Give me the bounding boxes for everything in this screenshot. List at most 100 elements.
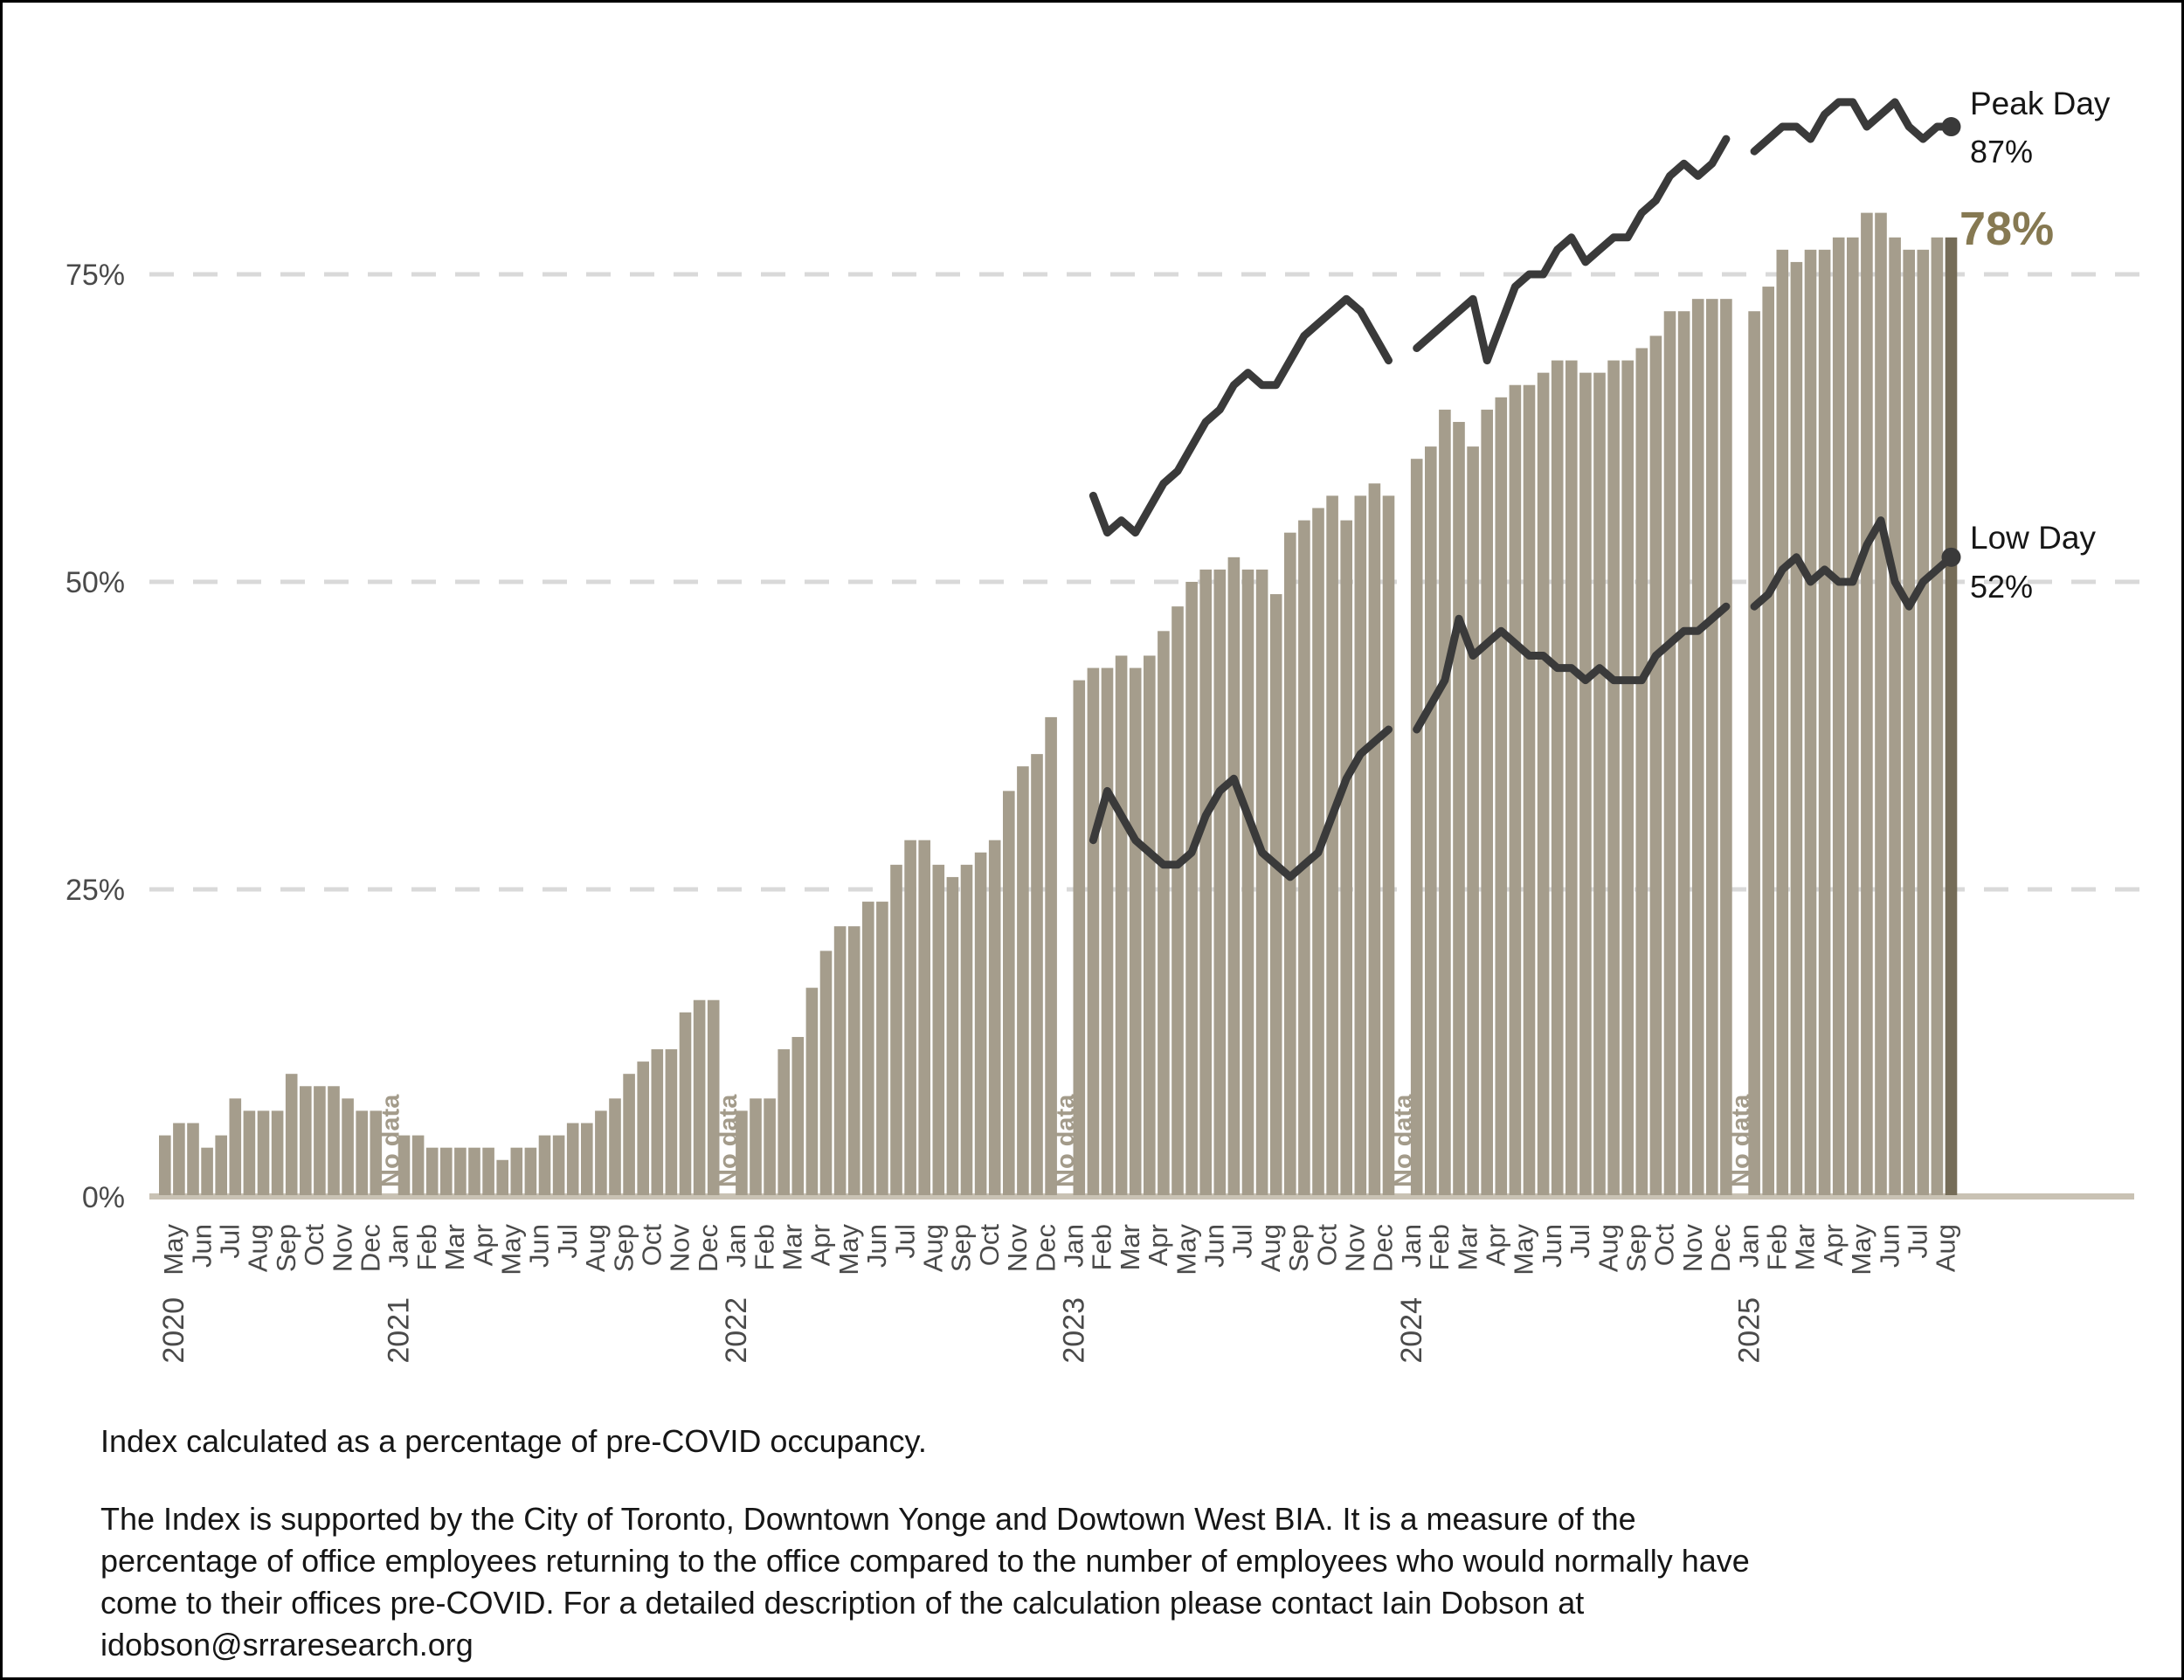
occupancy-bar: [1284, 532, 1296, 1195]
x-month-label: Dec: [1030, 1224, 1061, 1272]
x-month-label: Jun: [186, 1224, 217, 1268]
occupancy-bar: [1649, 335, 1662, 1195]
x-year-label: 2023: [1058, 1297, 1091, 1364]
occupancy-bar: [862, 902, 874, 1195]
occupancy-bar: [1945, 237, 1958, 1195]
occupancy-bar: [1720, 299, 1732, 1195]
occupancy-bar: [1269, 594, 1282, 1195]
occupancy-bar: [314, 1086, 326, 1195]
occupancy-bar: [833, 926, 847, 1195]
x-year-label: 2025: [1732, 1297, 1766, 1364]
occupancy-bar: [665, 1049, 678, 1195]
x-year-label: 2024: [1395, 1297, 1428, 1364]
peak-day-line: [1089, 294, 1393, 537]
no-data-label: No data: [377, 1094, 404, 1187]
x-month-label: Mar: [1115, 1224, 1145, 1270]
y-tick-label: 25%: [66, 874, 125, 907]
occupancy-bar: [1706, 299, 1718, 1195]
occupancy-bar: [1804, 249, 1817, 1196]
peak-day-end-dot: [1941, 117, 1961, 137]
x-month-label: Dec: [1705, 1224, 1736, 1272]
x-month-label: Jul: [1903, 1224, 1933, 1259]
peak-day-value: 87%: [1970, 134, 2034, 169]
occupancy-bar: [581, 1123, 593, 1195]
x-month-label: Aug: [580, 1224, 611, 1272]
x-month-label: May: [1846, 1224, 1876, 1276]
occupancy-bar: [159, 1135, 171, 1195]
x-month-label: Sep: [608, 1224, 639, 1272]
occupancy-bar: [960, 864, 973, 1195]
low-day-end-dot: [1941, 547, 1961, 567]
x-month-label: Apr: [1481, 1224, 1511, 1266]
x-month-label: Aug: [918, 1224, 949, 1272]
x-month-label: Oct: [1649, 1224, 1680, 1267]
y-tick-label: 75%: [66, 259, 125, 292]
y-tick-label: 0%: [82, 1181, 125, 1214]
occupancy-bar: [440, 1147, 453, 1195]
x-month-label: Sep: [271, 1224, 301, 1272]
x-month-label: Jun: [1874, 1224, 1904, 1268]
occupancy-bar: [1144, 655, 1156, 1195]
occupancy-bar: [482, 1147, 494, 1195]
low-day-value: 52%: [1970, 569, 2034, 605]
occupancy-bar: [1790, 261, 1803, 1195]
occupancy-bar: [454, 1147, 467, 1195]
occupancy-bar: [876, 902, 888, 1195]
occupancy-bar: [1551, 360, 1564, 1195]
occupancy-bar: [1171, 606, 1184, 1195]
x-month-label: Jan: [721, 1224, 751, 1268]
occupancy-bar: [1087, 667, 1100, 1195]
x-month-label: Mar: [439, 1224, 470, 1270]
peak-day-line: [1413, 135, 1731, 365]
occupancy-bar: [1031, 754, 1043, 1195]
x-month-label: May: [1509, 1224, 1539, 1276]
occupancy-bar: [257, 1110, 270, 1195]
no-data-label: No data: [1727, 1094, 1755, 1187]
low-day-line: [1089, 725, 1393, 881]
occupancy-bar: [1579, 372, 1592, 1195]
occupancy-bar: [1425, 446, 1437, 1195]
occupancy-bar: [1523, 384, 1536, 1196]
occupancy-bar: [510, 1147, 523, 1195]
occupancy-bar: [1073, 680, 1086, 1195]
occupancy-bar: [524, 1147, 537, 1195]
occupancy-bar: [1241, 569, 1254, 1195]
occupancy-bar: [707, 999, 720, 1195]
x-month-label: Sep: [1621, 1224, 1652, 1272]
occupancy-bar: [300, 1086, 312, 1195]
occupancy-bar: [1003, 791, 1015, 1195]
x-month-label: Jun: [524, 1224, 555, 1268]
x-year-label: 2021: [383, 1297, 416, 1364]
occupancy-bar: [215, 1135, 227, 1195]
x-month-label: Jun: [1537, 1224, 1567, 1268]
x-month-label: Dec: [1368, 1224, 1399, 1272]
occupancy-bar: [1227, 557, 1241, 1195]
occupancy-bar: [411, 1135, 425, 1195]
occupancy-bar: [847, 926, 860, 1195]
occupancy-bar: [271, 1110, 284, 1195]
occupancy-bar: [1185, 582, 1198, 1195]
occupancy-bar: [1410, 459, 1423, 1195]
occupancy-bar: [904, 840, 916, 1195]
x-month-label: Feb: [1424, 1224, 1455, 1270]
occupancy-bar: [918, 840, 930, 1195]
occupancy-bar: [1931, 237, 1944, 1195]
occupancy-bar: [623, 1074, 635, 1195]
x-month-label: Jul: [552, 1224, 583, 1259]
x-month-label: Dec: [693, 1224, 723, 1272]
occupancy-bar: [1847, 237, 1859, 1195]
occupancy-bar: [397, 1135, 411, 1195]
x-month-label: May: [158, 1224, 189, 1276]
occupancy-bar: [1832, 237, 1845, 1195]
occupancy-bar: [988, 840, 1001, 1195]
occupancy-bar: [974, 852, 987, 1195]
occupancy-bar: [1298, 520, 1310, 1195]
occupancy-bar: [425, 1147, 439, 1195]
current-index-value: 78%: [1959, 203, 2055, 255]
occupancy-bar: [552, 1135, 565, 1195]
occupancy-bar: [1354, 495, 1367, 1195]
x-month-label: Oct: [1311, 1224, 1342, 1267]
x-month-label: Jan: [1059, 1224, 1089, 1268]
occupancy-bar: [1509, 384, 1522, 1196]
occupancy-bar: [1917, 249, 1930, 1196]
